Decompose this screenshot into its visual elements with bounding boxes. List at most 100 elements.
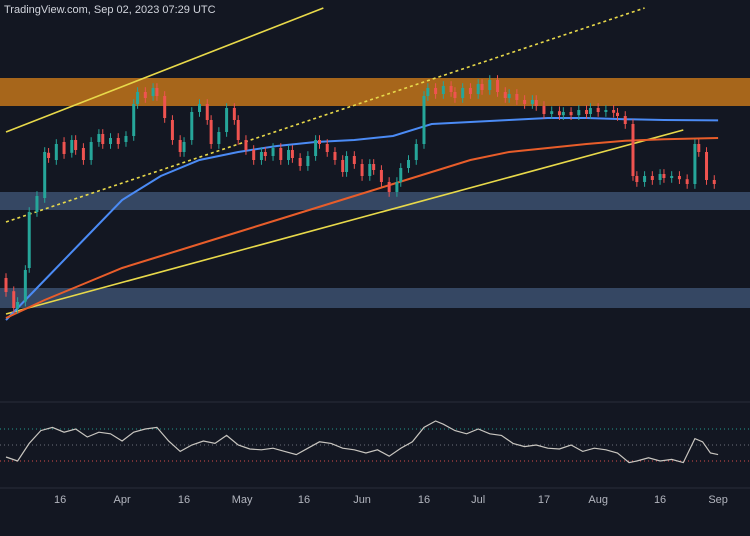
candle	[155, 88, 159, 96]
candle	[124, 136, 128, 142]
candle	[360, 164, 364, 176]
candle	[54, 144, 58, 160]
candle	[345, 156, 349, 172]
candle	[306, 156, 310, 166]
candle	[170, 120, 174, 140]
watermark: TradingView.com, Sep 02, 2023 07:29 UTC	[4, 4, 216, 16]
candle	[151, 88, 155, 96]
candle	[588, 108, 592, 114]
candle	[198, 104, 202, 112]
candle	[244, 140, 248, 150]
candle	[480, 84, 484, 90]
candle	[453, 92, 457, 98]
candle	[368, 164, 372, 176]
lower-channel	[5, 129, 684, 315]
x-tick-label: 17	[538, 494, 550, 506]
candle	[496, 80, 500, 92]
x-tick-label: 16	[178, 494, 190, 506]
candle	[298, 158, 302, 166]
candle	[426, 88, 430, 96]
candle	[43, 152, 47, 198]
zones-layer	[0, 78, 750, 308]
candle	[97, 134, 101, 142]
x-tick-label: 16	[54, 494, 66, 506]
candle	[116, 138, 120, 144]
candle	[561, 112, 565, 116]
candle	[47, 152, 51, 158]
candle	[379, 170, 383, 182]
oscillator-pane	[0, 420, 750, 464]
candle	[232, 108, 236, 120]
candle	[577, 110, 581, 116]
candle	[290, 150, 294, 158]
trendlines-layer	[5, 7, 684, 315]
candle	[101, 134, 105, 144]
candle	[557, 111, 561, 116]
x-tick-label: May	[232, 494, 253, 506]
candle	[190, 112, 194, 140]
candle	[252, 150, 256, 160]
candle	[662, 174, 666, 178]
x-tick-label: Jul	[471, 494, 485, 506]
candle	[712, 180, 716, 184]
candle	[616, 112, 620, 116]
candle	[534, 100, 538, 106]
lower-support-zone	[0, 288, 750, 308]
x-tick-label: Apr	[114, 494, 131, 506]
x-tick-label: Aug	[588, 494, 608, 506]
candle	[16, 302, 20, 309]
candle	[414, 144, 418, 160]
x-tick-label: Jun	[353, 494, 371, 506]
candle	[658, 174, 662, 180]
candle	[650, 176, 654, 180]
x-tick-label: Sep	[708, 494, 728, 506]
candle	[530, 100, 534, 104]
candle	[503, 92, 507, 98]
candle	[523, 100, 527, 104]
candle	[705, 152, 709, 180]
candle	[178, 140, 182, 152]
candle	[225, 108, 229, 132]
candles-layer	[4, 75, 716, 314]
candle	[372, 164, 376, 170]
candle	[387, 182, 391, 192]
candle	[596, 108, 600, 112]
candle	[325, 144, 329, 152]
candle	[352, 156, 356, 164]
candle	[461, 88, 465, 98]
candle	[12, 291, 16, 308]
candle	[163, 96, 167, 118]
candle	[468, 88, 472, 94]
candle	[515, 94, 519, 100]
candle	[74, 140, 78, 150]
candle	[333, 152, 337, 160]
candle	[23, 270, 27, 302]
support-zone	[0, 192, 750, 210]
candle	[569, 112, 573, 116]
candle	[693, 144, 697, 184]
candle	[259, 152, 263, 160]
candle	[399, 168, 403, 182]
upper-channel	[5, 7, 324, 133]
candle	[27, 212, 31, 268]
candle	[4, 278, 8, 292]
candle	[205, 104, 209, 120]
candle	[236, 120, 240, 140]
candle	[685, 179, 689, 184]
candle	[449, 86, 453, 92]
candle	[132, 104, 136, 136]
candle	[395, 182, 399, 192]
candle	[287, 150, 291, 160]
candle	[434, 88, 438, 94]
mid-channel	[5, 7, 645, 223]
candle	[542, 106, 546, 114]
candle	[217, 132, 221, 144]
candle	[35, 196, 39, 212]
candle	[314, 140, 318, 156]
candle	[407, 160, 411, 168]
x-tick-label: 16	[418, 494, 430, 506]
candle	[476, 84, 480, 94]
oscillator-line	[5, 420, 719, 464]
